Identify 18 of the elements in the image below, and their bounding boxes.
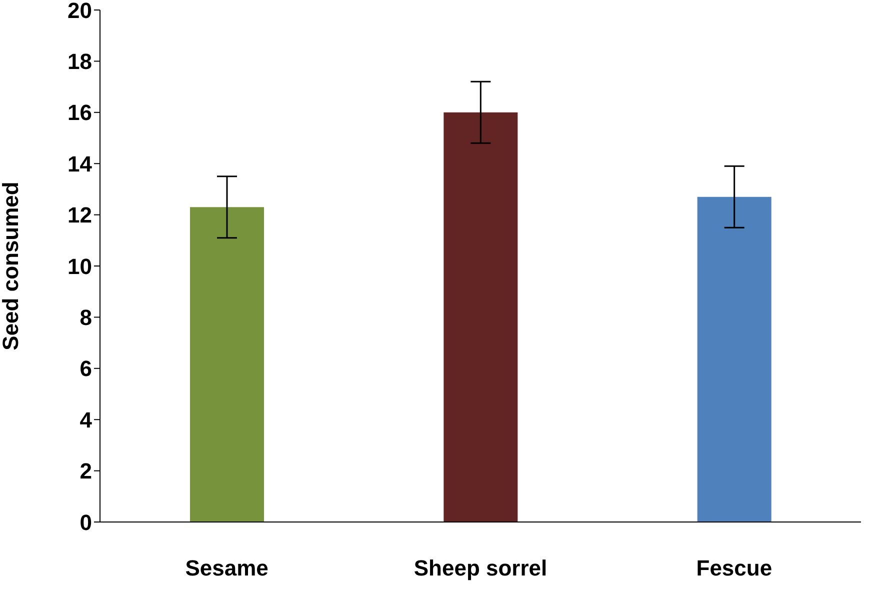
y-tick-label: 10 bbox=[68, 254, 92, 279]
y-tick-label: 20 bbox=[68, 0, 92, 23]
bar bbox=[444, 112, 518, 522]
x-tick-label: Fescue bbox=[696, 556, 772, 581]
y-axis-title: Seed consumed bbox=[0, 182, 23, 350]
x-tick-label: Sesame bbox=[185, 556, 268, 581]
y-tick-label: 14 bbox=[68, 151, 93, 176]
y-tick-label: 2 bbox=[80, 458, 92, 484]
y-tick-label: 0 bbox=[80, 510, 92, 535]
x-tick-label: Sheep sorrel bbox=[414, 556, 548, 581]
y-tick-label: 18 bbox=[68, 49, 92, 74]
y-tick-label: 8 bbox=[80, 305, 92, 330]
bar bbox=[697, 196, 772, 522]
y-tick-label: 6 bbox=[80, 356, 92, 382]
y-tick-label: 12 bbox=[68, 202, 92, 228]
bar bbox=[190, 207, 264, 522]
y-tick-label: 4 bbox=[80, 407, 93, 432]
y-tick-label: 16 bbox=[68, 100, 92, 126]
